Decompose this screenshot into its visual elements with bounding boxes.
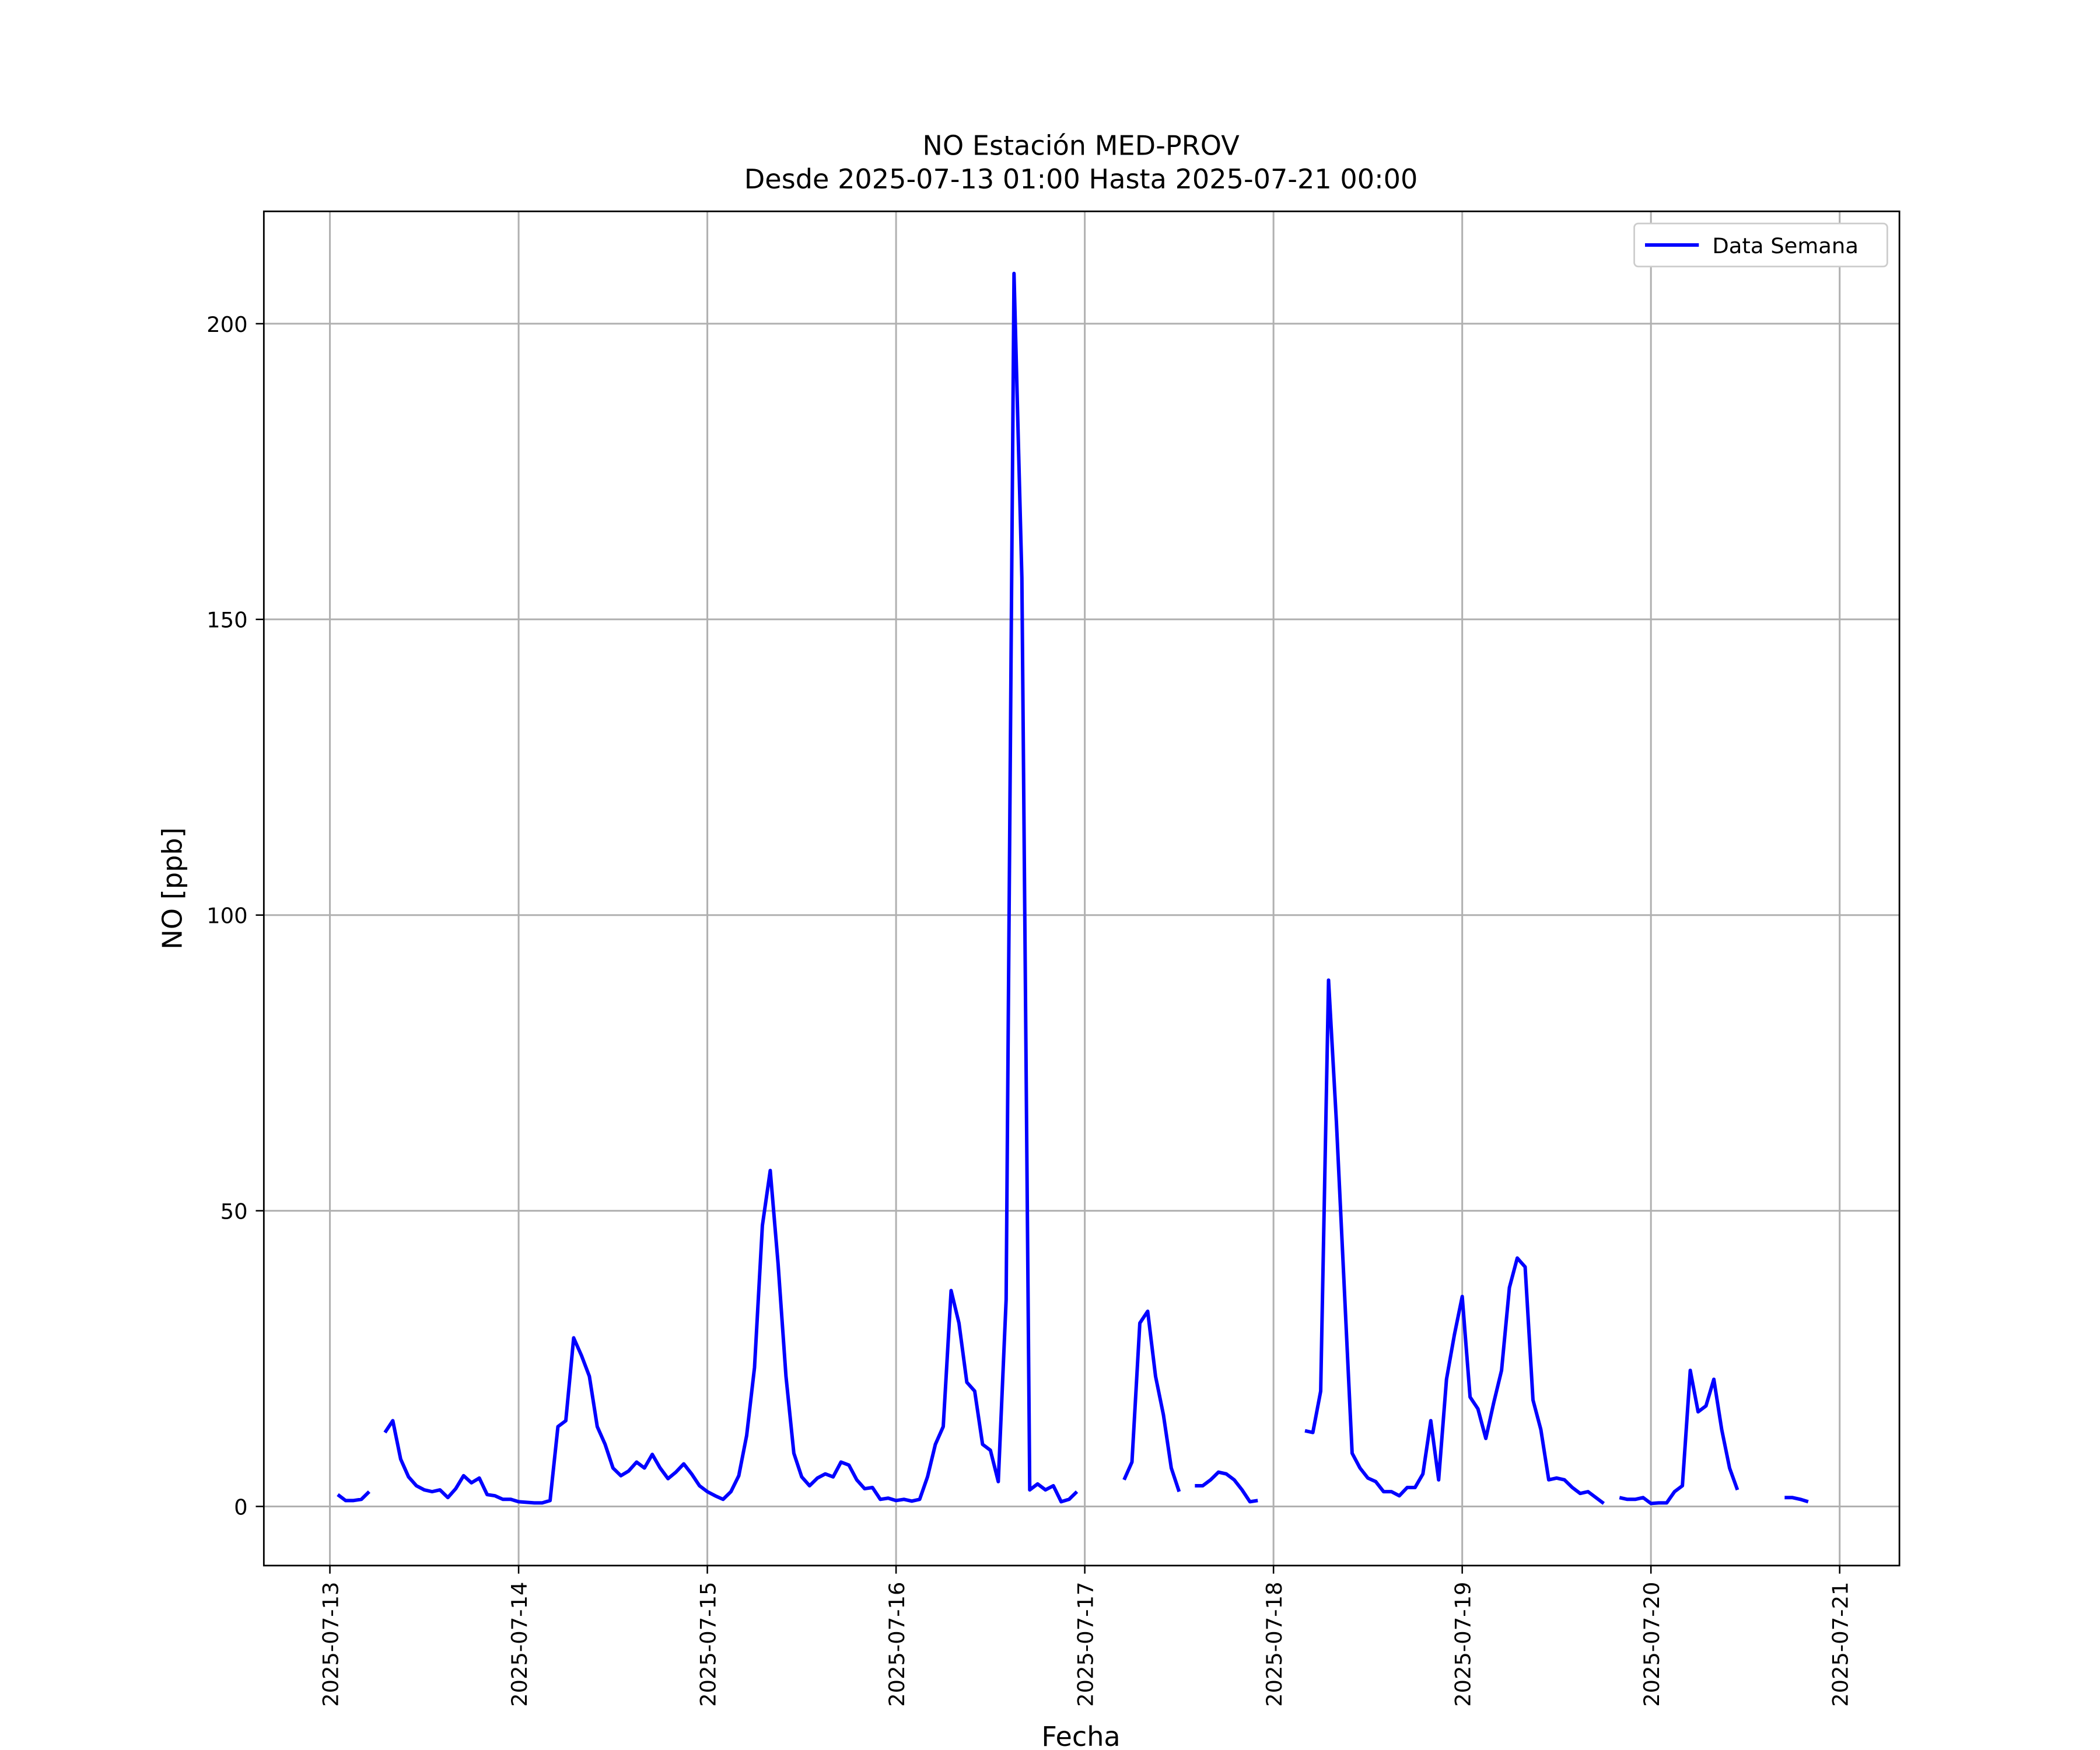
plot-frame — [262, 210, 1901, 1567]
x-tick-label: 2025-07-14 — [507, 1582, 532, 1707]
legend-label: Data Semana — [1712, 233, 1859, 258]
x-axis-label: Fecha — [1041, 1721, 1120, 1750]
x-tick-label: 2025-07-20 — [1639, 1582, 1664, 1707]
y-axis-label: NO [ppb] — [157, 827, 188, 949]
x-tick-label: 2025-07-17 — [1073, 1582, 1098, 1707]
x-tick-label: 2025-07-21 — [1828, 1582, 1853, 1707]
legend-box — [1633, 222, 1888, 268]
y-tick-label: 100 — [206, 904, 247, 929]
x-tick-label: 2025-07-13 — [318, 1582, 343, 1707]
y-tick-label: 50 — [220, 1199, 248, 1224]
chart-title: NO Estación MED-PROV — [922, 130, 1240, 161]
y-tick-label: 150 — [206, 608, 247, 633]
chart-subtitle: Desde 2025-07-13 01:00 Hasta 2025-07-21 … — [744, 163, 1418, 195]
data-line — [337, 271, 1809, 1506]
y-tick-label: 200 — [206, 312, 247, 337]
y-tick-label: 0 — [234, 1494, 247, 1520]
x-tick-label: 2025-07-18 — [1262, 1582, 1287, 1707]
x-tick-label: 2025-07-15 — [695, 1582, 720, 1707]
x-tick-label: 2025-07-19 — [1451, 1582, 1476, 1707]
x-tick-label: 2025-07-16 — [884, 1582, 909, 1707]
